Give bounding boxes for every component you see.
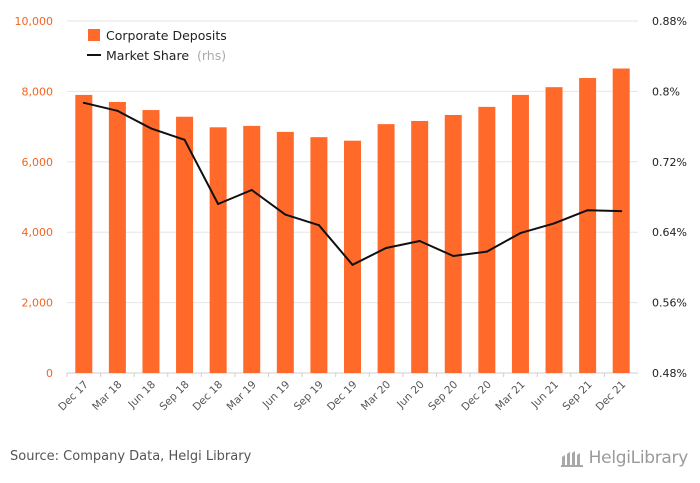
- market-share-line-group: [82, 101, 623, 266]
- market-share-point: [620, 210, 623, 213]
- x-axis-tick-label: Mar 20: [359, 379, 393, 413]
- legend: Corporate Deposits Market Share (rhs): [87, 28, 227, 63]
- helgi-library-logo: HelgiLibrary: [560, 447, 689, 469]
- left-axis-tick-label: 6,000: [22, 156, 54, 169]
- legend-label-market-share: Market Share: [106, 48, 189, 63]
- deposit-bar: [612, 68, 630, 374]
- market-share-point: [183, 138, 186, 141]
- deposit-bar: [209, 127, 227, 373]
- market-share-point: [250, 188, 253, 191]
- right-axis-ticks: 0.48% 0.56% 0.64% 0.72% 0.8% 0.88%: [652, 15, 687, 380]
- deposit-bar: [478, 106, 496, 373]
- deposit-bar: [142, 110, 160, 373]
- right-axis-tick-label: 0.64%: [652, 226, 687, 239]
- x-axis-tick-label: Dec 19: [325, 379, 360, 414]
- deposit-bar: [545, 87, 563, 374]
- market-share-point: [519, 232, 522, 235]
- x-axis-tick-label: Mar 21: [493, 379, 527, 413]
- left-axis-tick-label: 10,000: [15, 15, 54, 28]
- market-share-point: [418, 240, 421, 242]
- market-share-point: [553, 222, 556, 225]
- deposit-bar: [176, 116, 194, 373]
- deposit-bar: [243, 125, 261, 374]
- deposit-bar: [579, 78, 597, 374]
- right-axis-tick-label: 0.72%: [652, 156, 687, 169]
- market-share-point: [317, 224, 320, 227]
- x-axis-tick-label: Sep 21: [560, 379, 594, 413]
- x-axis-tick-label: Sep 19: [292, 379, 326, 413]
- deposit-bar: [411, 120, 429, 373]
- left-axis-tick-label: 0: [46, 367, 53, 380]
- x-axis-tick-label: Jun 19: [260, 379, 293, 412]
- market-share-point: [116, 109, 119, 112]
- deposit-bar: [75, 94, 93, 374]
- x-axis-tick-label: Mar 18: [90, 379, 124, 413]
- legend-label-rhs: (rhs): [197, 48, 226, 63]
- logo-text: HelgiLibrary: [588, 448, 689, 468]
- left-axis-tick-label: 8,000: [22, 85, 54, 98]
- x-axis-tick-label: Jun 20: [394, 379, 427, 412]
- x-axis-tick-label: Jun 21: [529, 379, 562, 412]
- market-share-point: [485, 250, 488, 253]
- market-share-point: [385, 247, 388, 250]
- legend-label-deposits: Corporate Deposits: [106, 28, 227, 43]
- market-share-point: [149, 127, 152, 130]
- left-axis-tick-label: 4,000: [22, 226, 54, 239]
- left-axis-tick-label: 2,000: [22, 297, 54, 310]
- right-axis-tick-label: 0.56%: [652, 297, 687, 310]
- source-note: Source: Company Data, Helgi Library: [10, 449, 252, 464]
- right-axis-tick-label: 0.8%: [652, 85, 680, 98]
- market-share-point: [284, 213, 287, 216]
- deposit-bar: [108, 101, 126, 374]
- library-logo-icon: [560, 449, 585, 467]
- x-axis-tick-label: Sep 18: [157, 379, 191, 413]
- right-axis-tick-label: 0.88%: [652, 15, 687, 28]
- x-axis-tick-label: Mar 19: [225, 379, 259, 413]
- deposit-bar: [310, 137, 328, 373]
- deposit-bar: [276, 131, 294, 373]
- deposit-bar: [344, 140, 361, 373]
- deposit-bar: [444, 114, 462, 373]
- market-share-point: [452, 254, 455, 257]
- market-share-point: [351, 263, 354, 266]
- market-share-point: [82, 101, 85, 104]
- market-share-point: [217, 203, 220, 206]
- x-axis-tick-label: Dec 20: [459, 379, 494, 414]
- bars: [75, 68, 630, 374]
- market-share-point: [586, 209, 589, 212]
- x-axis-tick-label: Sep 20: [426, 379, 460, 413]
- x-axis-tick-label: Dec 18: [191, 379, 226, 414]
- right-axis-tick-label: 0.48%: [652, 367, 687, 380]
- legend-swatch-deposits: [88, 29, 100, 41]
- svg-text:Market Share (rhs): Market Share (rhs): [106, 48, 226, 63]
- left-axis-ticks: 0 2,000 4,000 6,000 8,000 10,000: [15, 15, 54, 380]
- x-axis-tick-label: Jun 18: [125, 379, 158, 412]
- x-axis-tick-label: Dec 17: [56, 379, 91, 414]
- x-axis-tick-label: Dec 21: [594, 379, 629, 414]
